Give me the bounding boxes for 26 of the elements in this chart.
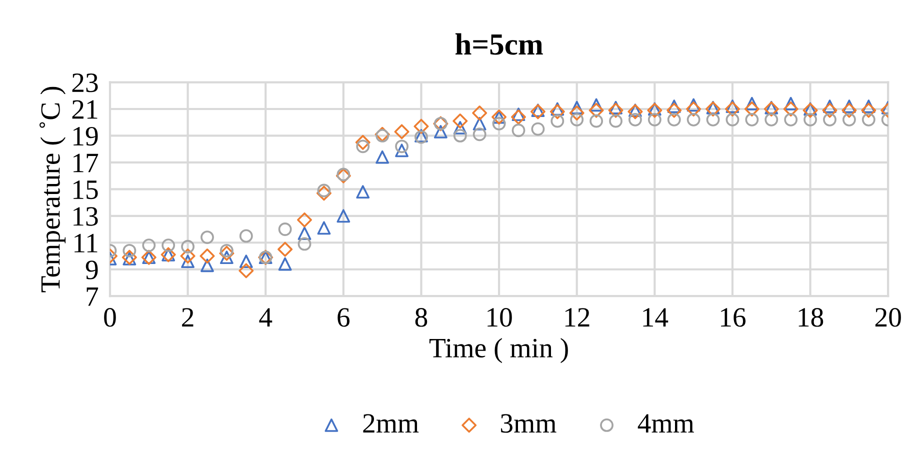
x-tick-label: 0	[104, 308, 116, 327]
y-tick-label: 9	[86, 260, 98, 280]
y-tick-label: 15	[74, 180, 98, 200]
x-tick-label: 14	[643, 308, 668, 326]
y-tick-label: 17	[74, 154, 98, 172]
x-axis-title: Time ( min )	[429, 338, 568, 364]
y-tick-label: 7	[86, 288, 98, 306]
y-tick-label: 21	[72, 100, 98, 119]
x-tick-label: 6	[338, 308, 350, 327]
y-tick-label: 19	[74, 126, 98, 146]
x-tick-label: 10	[488, 308, 512, 327]
y-tick-label: 11	[74, 234, 98, 252]
y-tick-label: 13	[74, 207, 98, 226]
x-tick-label: 4	[259, 308, 272, 326]
x-tick-label: 12	[565, 308, 590, 326]
x-tick-label: 20	[875, 308, 901, 327]
x-tick-label: 16	[721, 308, 746, 327]
chart-title: h=5cm	[455, 33, 543, 55]
legend-label: 3mm	[500, 414, 556, 433]
legend-label: 4mm	[638, 414, 694, 432]
y-axis-title: Temperature ( ˚C )	[40, 86, 66, 292]
legend-label: 2mm	[363, 414, 419, 432]
x-tick-label: 18	[798, 308, 824, 327]
x-tick-label: 8	[415, 308, 428, 327]
y-tick-label: 23	[72, 73, 98, 92]
x-tick-label: 2	[182, 308, 194, 326]
